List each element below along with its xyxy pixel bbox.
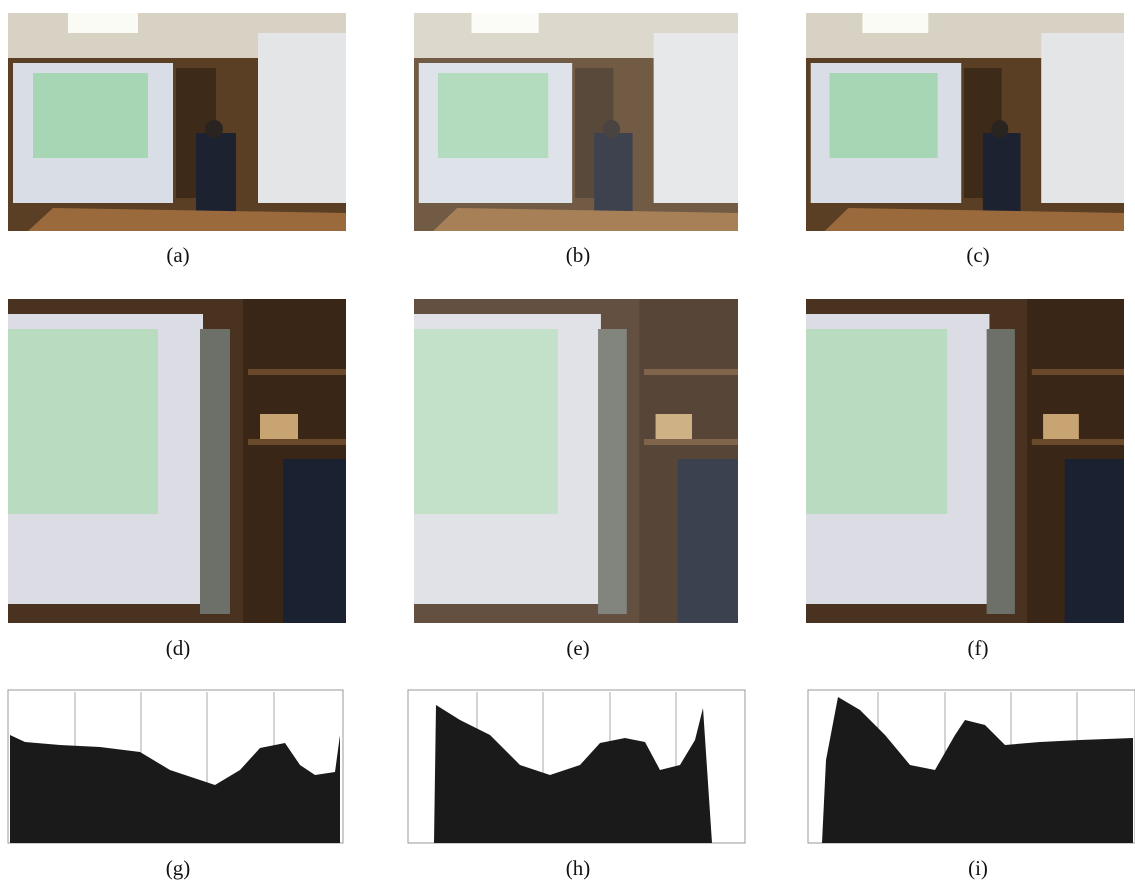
panel-label: (a) bbox=[166, 243, 189, 267]
panel-label: (b) bbox=[566, 243, 591, 267]
panel-label: (f) bbox=[968, 636, 989, 660]
figure: (a) (b) (c) (d) (e) (f) (g) (h) (i) bbox=[0, 0, 1135, 884]
histogram bbox=[408, 690, 745, 843]
photo bbox=[8, 299, 346, 623]
panel-label: (g) bbox=[166, 856, 191, 880]
photo bbox=[8, 13, 346, 231]
page: {"figure": {"panels": [ {"label": "(a)"}… bbox=[0, 0, 1135, 884]
photo bbox=[414, 299, 738, 623]
histogram bbox=[8, 690, 343, 843]
photo bbox=[414, 13, 738, 231]
photo bbox=[806, 299, 1124, 623]
histogram bbox=[808, 690, 1135, 843]
panel-label: (i) bbox=[968, 856, 988, 880]
panel-label: (d) bbox=[166, 636, 191, 660]
panel-label: (c) bbox=[966, 243, 989, 267]
panel-label: (e) bbox=[566, 636, 589, 660]
photo bbox=[806, 13, 1124, 231]
panel-label: (h) bbox=[566, 856, 591, 880]
